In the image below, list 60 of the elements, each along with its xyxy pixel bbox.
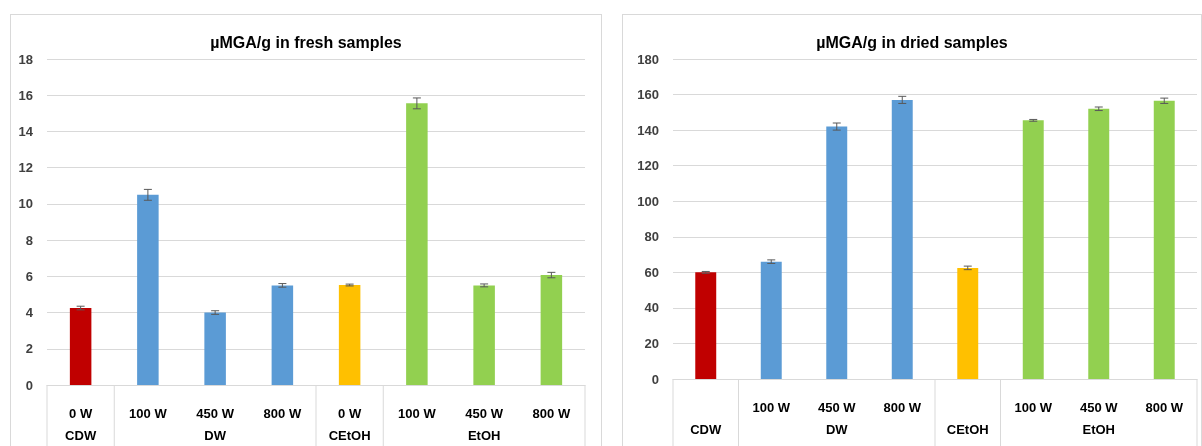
text: DW [204, 427, 227, 443]
bar [406, 103, 428, 385]
text: CEtOH [946, 421, 989, 437]
y-tick-label: 120 [637, 158, 659, 174]
x-tick-label: 0 W [338, 406, 362, 421]
text: CEtOH [328, 427, 371, 443]
x-tick-label: 450 W [196, 406, 235, 421]
x-tick-label: 100 W [129, 406, 168, 421]
y-tick-label: 2 [25, 341, 33, 357]
x-tick-label: 450 W [817, 400, 857, 415]
bar [760, 261, 782, 379]
x-tick-label: 100 W [752, 400, 791, 415]
x-tick-label: 800 W [883, 400, 922, 415]
bar [695, 272, 717, 379]
y-tick-label: 0 [651, 371, 659, 387]
bar [1153, 100, 1175, 379]
y-tick-label: 0 [25, 377, 33, 393]
y-tick-label: 60 [644, 264, 659, 280]
text: CDW [65, 427, 97, 443]
y-tick-label: 40 [644, 300, 659, 316]
y-tick-label: 8 [25, 232, 33, 248]
x-tick-label: 450 W [1079, 400, 1119, 415]
text: CDW [690, 421, 722, 437]
bar [338, 285, 361, 385]
bar [540, 275, 563, 385]
y-tick-label: 10 [18, 196, 33, 212]
y-tick-label: 12 [18, 160, 33, 176]
x-tick-label: 100 W [398, 406, 437, 421]
bar [473, 285, 495, 385]
bar [69, 308, 92, 385]
bar [891, 99, 913, 379]
y-tick-label: 16 [18, 87, 33, 103]
bar [1088, 108, 1110, 379]
x-tick-label: 800 W [263, 406, 302, 421]
bar [826, 126, 848, 379]
y-tick-label: 18 [18, 51, 33, 67]
y-tick-label: 160 [637, 87, 659, 103]
y-tick-label: 6 [25, 268, 33, 284]
y-tick-label: 4 [25, 305, 34, 321]
y-tick-label: 14 [18, 123, 34, 139]
x-tick-label: 450 W [465, 406, 504, 421]
bar [204, 312, 226, 385]
y-tick-label: 100 [637, 193, 659, 209]
bar [1022, 120, 1044, 379]
x-tick-label: 100 W [1014, 400, 1053, 415]
y-tick-label: 140 [637, 122, 659, 138]
text: DW [825, 421, 849, 437]
x-tick-label: 800 W [532, 406, 571, 421]
chart-title: µMGA/g in dried samples [816, 33, 1008, 51]
bar [137, 194, 159, 385]
chart-title: µMGA/g in fresh samples [210, 33, 402, 51]
x-tick-label: 0 W [69, 406, 93, 421]
y-tick-label: 180 [637, 51, 659, 67]
y-tick-label: 20 [644, 335, 659, 351]
text: EtOH [1082, 421, 1115, 437]
bar [957, 267, 979, 379]
text: EtOH [467, 427, 501, 443]
bar [271, 285, 294, 385]
x-tick-label: 800 W [1145, 400, 1184, 415]
y-tick-label: 80 [644, 229, 659, 245]
